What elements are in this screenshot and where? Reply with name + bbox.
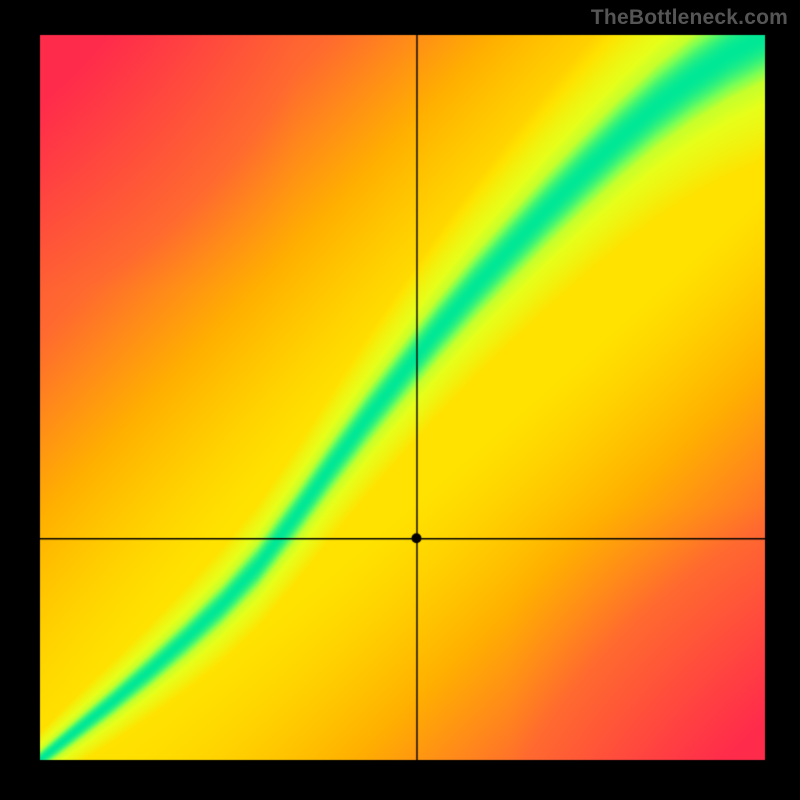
- heatmap-canvas: [0, 0, 800, 800]
- watermark-label: TheBottleneck.com: [591, 6, 788, 30]
- chart-container: TheBottleneck.com: [0, 0, 800, 800]
